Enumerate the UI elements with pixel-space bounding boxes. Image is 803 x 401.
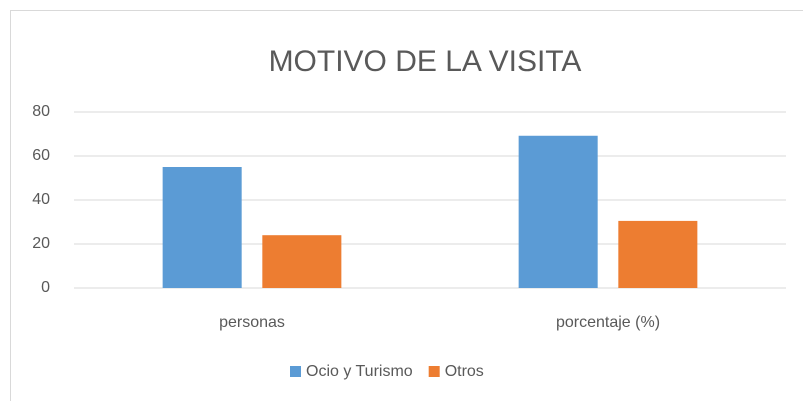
legend-swatch bbox=[290, 366, 301, 377]
bar bbox=[162, 167, 242, 288]
y-tick-label: 0 bbox=[41, 279, 50, 296]
chart-frame bbox=[10, 10, 803, 401]
bar bbox=[262, 235, 342, 288]
x-tick-label: porcentaje (%) bbox=[556, 314, 660, 331]
y-tick-label: 80 bbox=[32, 103, 50, 120]
legend-label: Otros bbox=[445, 363, 484, 380]
y-tick-label: 40 bbox=[32, 191, 50, 208]
legend-label: Ocio y Turismo bbox=[306, 363, 413, 380]
bar bbox=[618, 220, 698, 288]
bar bbox=[518, 135, 598, 288]
y-tick-label: 20 bbox=[32, 235, 50, 252]
x-tick-label: personas bbox=[219, 314, 285, 331]
legend-swatch bbox=[428, 366, 440, 377]
chart-title: MOTIVO DE LA VISITA bbox=[269, 45, 582, 78]
y-tick-label: 60 bbox=[32, 147, 50, 164]
